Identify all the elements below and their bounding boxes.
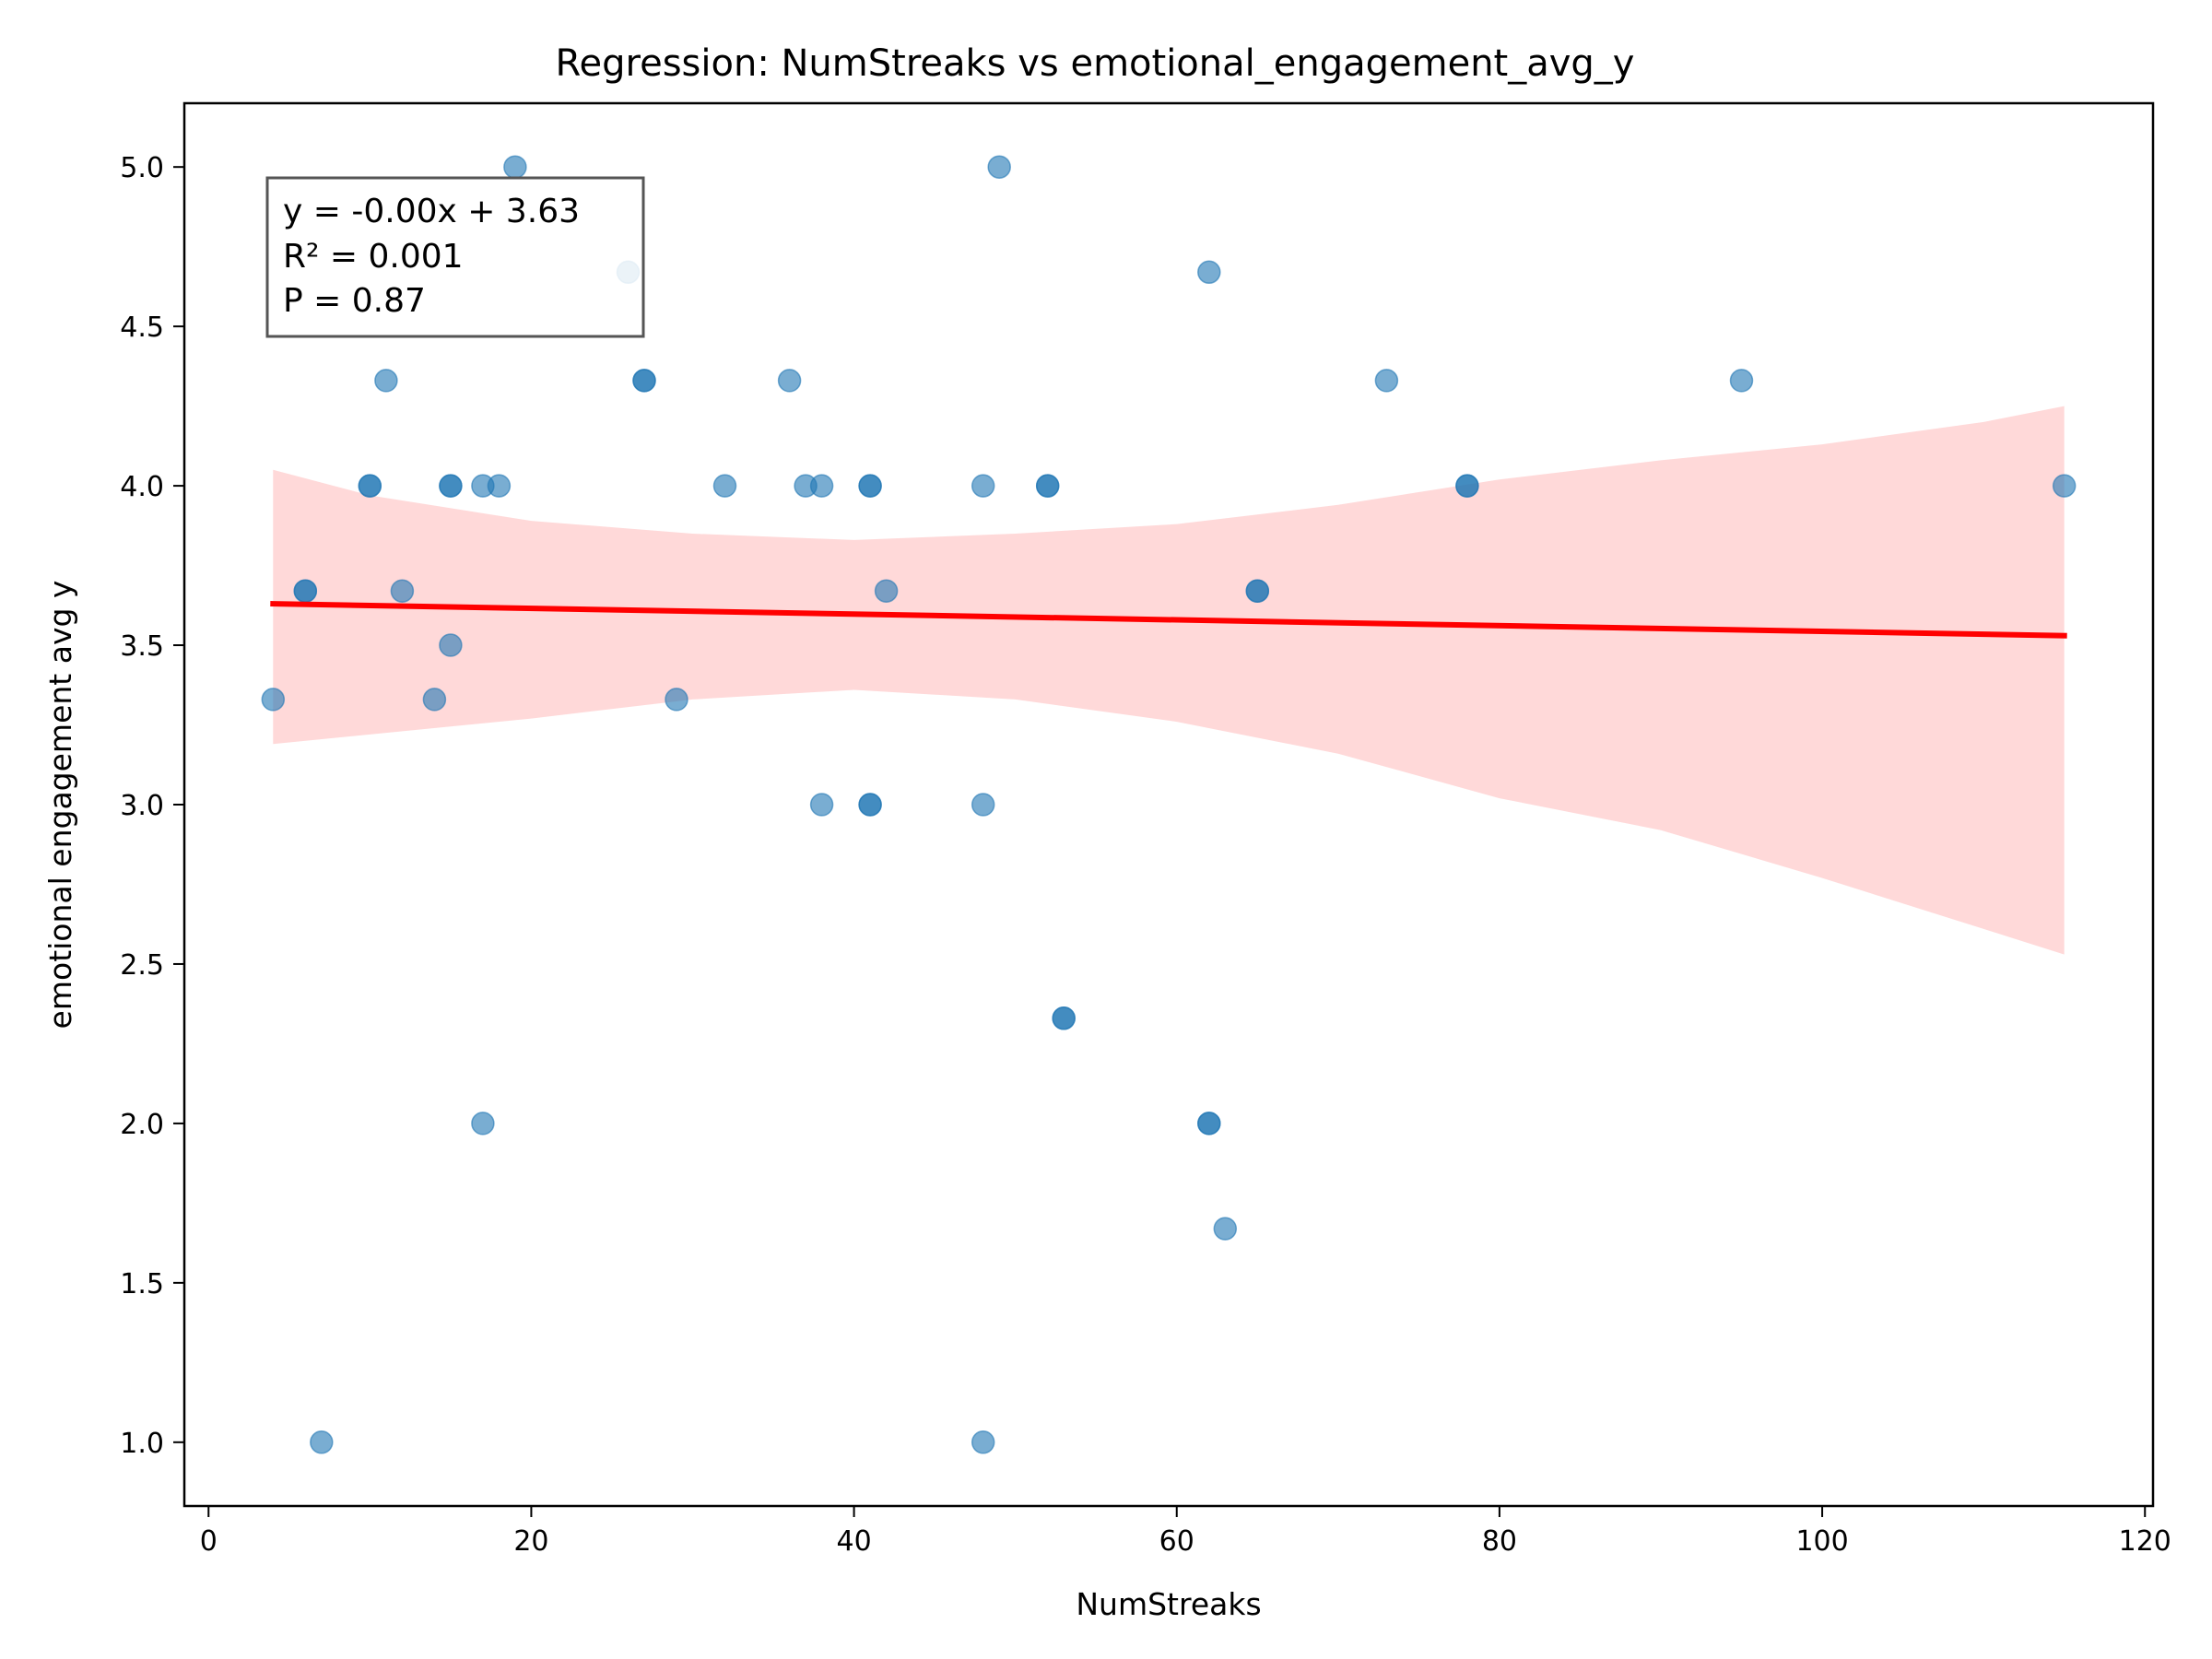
scatter-point bbox=[809, 793, 834, 817]
y-axis: 1.0 1.5 2.0 2.5 3.0 3.5 4.0 4.5 5.0 bbox=[120, 152, 184, 1460]
confidence-band bbox=[273, 406, 2065, 955]
x-tick-label: 20 bbox=[513, 1525, 548, 1558]
y-tick-label: 1.5 bbox=[120, 1268, 164, 1300]
y-tick-label: 3.5 bbox=[120, 630, 164, 663]
scatter-point bbox=[858, 474, 882, 498]
y-tick-label: 2.5 bbox=[120, 949, 164, 982]
regression-line bbox=[270, 601, 2067, 639]
scatter-point bbox=[439, 474, 463, 498]
scatter-point bbox=[1374, 369, 1399, 393]
scatter-point bbox=[261, 688, 286, 712]
x-tick-label: 0 bbox=[200, 1525, 218, 1558]
scatter-point bbox=[390, 579, 415, 603]
confidence-band-layer bbox=[273, 406, 2065, 955]
scatter-point bbox=[293, 579, 318, 603]
y-tick-label: 1.0 bbox=[120, 1428, 164, 1460]
scatter-point bbox=[487, 474, 512, 498]
regression-line-layer bbox=[270, 601, 2067, 639]
scatter-point bbox=[858, 793, 882, 817]
scatter-point bbox=[1197, 260, 1221, 285]
stats-equation: y = -0.00x + 3.63 bbox=[283, 193, 580, 230]
points-layer bbox=[261, 155, 2077, 1454]
x-axis-label: NumStreaks bbox=[1076, 1586, 1261, 1622]
scatter-point bbox=[1245, 579, 1270, 603]
scatter-point bbox=[1213, 1217, 1238, 1241]
scatter-point bbox=[971, 1430, 995, 1454]
scatter-point bbox=[439, 633, 463, 657]
scatter-point bbox=[1455, 474, 1479, 498]
y-tick-label: 2.0 bbox=[120, 1109, 164, 1141]
scatter-point bbox=[1197, 1112, 1221, 1135]
scatter-point bbox=[632, 369, 656, 393]
scatter-point bbox=[422, 688, 447, 712]
stats-box-frame bbox=[265, 176, 645, 338]
scatter-point bbox=[665, 688, 688, 712]
scatter-point bbox=[971, 474, 995, 498]
scatter-point bbox=[712, 474, 737, 498]
x-axis: 0 20 40 60 80 100 120 bbox=[200, 1506, 2171, 1558]
stats-p-value: P = 0.87 bbox=[283, 282, 426, 320]
scatter-point bbox=[971, 793, 995, 817]
scatter-point bbox=[2052, 474, 2077, 498]
x-tick-label: 100 bbox=[1795, 1525, 1848, 1558]
scatter-point bbox=[1729, 369, 1754, 393]
scatter-point bbox=[1035, 474, 1060, 498]
scatter-point bbox=[503, 155, 527, 179]
x-tick-label: 60 bbox=[1159, 1525, 1194, 1558]
chart-title: Regression: NumStreaks vs emotional_enga… bbox=[556, 42, 1635, 85]
scatter-point bbox=[358, 474, 382, 498]
y-axis-label: emotional engagement avg y bbox=[42, 581, 78, 1030]
stats-r-squared: R² = 0.001 bbox=[283, 238, 464, 276]
scatter-point bbox=[987, 155, 1011, 179]
scatter-point bbox=[874, 579, 899, 603]
x-tick-label: 80 bbox=[1482, 1525, 1517, 1558]
x-tick-label: 40 bbox=[836, 1525, 871, 1558]
scatter-point bbox=[1052, 1006, 1076, 1030]
y-tick-label: 4.5 bbox=[120, 312, 164, 344]
scatter-point bbox=[809, 474, 834, 498]
y-tick-label: 5.0 bbox=[120, 152, 164, 184]
scatter-point bbox=[777, 369, 802, 393]
scatter-point bbox=[310, 1430, 334, 1454]
y-tick-label: 4.0 bbox=[120, 471, 164, 503]
scatter-point bbox=[471, 1112, 495, 1135]
scatter-point bbox=[374, 369, 398, 393]
y-tick-label: 3.0 bbox=[120, 790, 164, 822]
stats-box: y = -0.00x + 3.63 R² = 0.001 P = 0.87 bbox=[265, 176, 645, 338]
x-tick-label: 120 bbox=[2119, 1525, 2171, 1558]
